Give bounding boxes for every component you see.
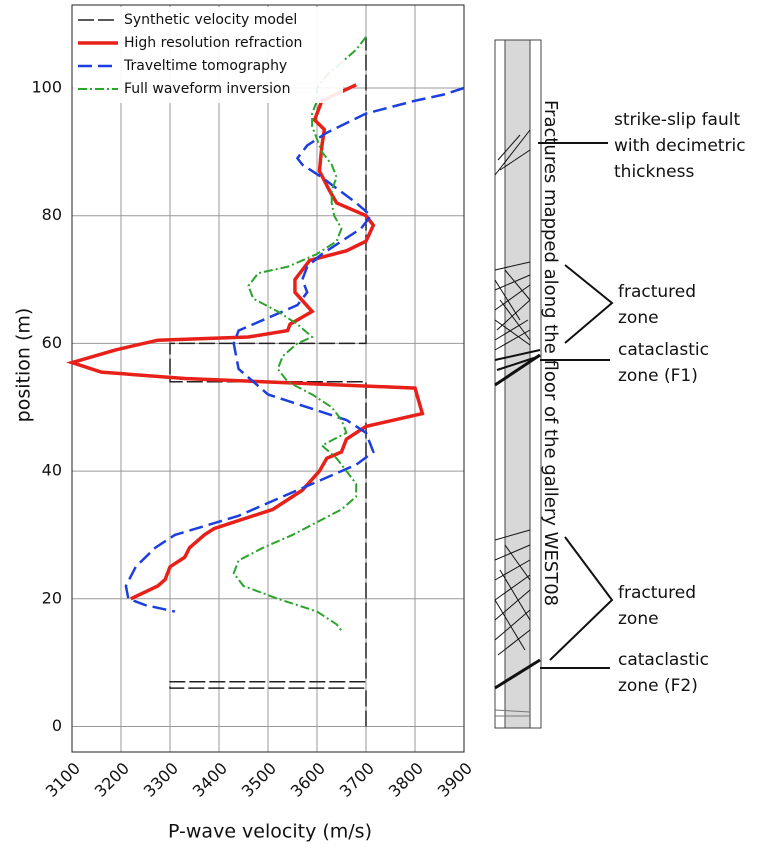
- y-tick-label: 60: [42, 333, 62, 352]
- x-tick-label: 3200: [91, 759, 133, 801]
- annotation-text: strike-slip fault: [614, 110, 740, 130]
- y-tick-label: 100: [31, 78, 62, 97]
- annotation-text: zone: [618, 609, 659, 629]
- series-line: [232, 36, 367, 632]
- legend-label: Full waveform inversion: [124, 81, 290, 97]
- series-line: [124, 86, 465, 613]
- y-axis-label: position (m): [13, 308, 35, 423]
- x-tick-label: 3700: [336, 759, 378, 801]
- annotation-text: zone (F2): [618, 676, 698, 696]
- series-line: [66, 83, 425, 601]
- x-tick-label: 3900: [434, 759, 476, 801]
- fractures: [494, 129, 541, 717]
- annotation-text: zone: [618, 308, 659, 328]
- annotation-text: with decimetric: [614, 136, 746, 156]
- annotation-text: cataclastic: [618, 650, 709, 670]
- legend-label: Synthetic velocity model: [124, 12, 297, 28]
- x-axis-label: P-wave velocity (m/s): [168, 821, 372, 843]
- annotation-text: fractured: [618, 583, 696, 603]
- y-tick-label: 20: [42, 588, 62, 607]
- log-strip: [504, 39, 531, 729]
- legend-label: Traveltime tomography: [123, 58, 287, 74]
- annotation-text: cataclastic: [618, 340, 709, 360]
- annotation-text: thickness: [614, 162, 694, 182]
- annotation-text: fractured: [618, 282, 696, 302]
- x-tick-label: 3100: [42, 759, 84, 801]
- annotations: strike-slip fault with decimetric thicknes…: [614, 110, 746, 696]
- log-title: Fractures mapped along the floor of the …: [540, 100, 561, 606]
- y-tick-label: 40: [42, 461, 62, 480]
- x-tick-label: 3600: [287, 759, 329, 801]
- x-tick-label: 3300: [140, 759, 182, 801]
- x-tick-label: 3500: [238, 759, 280, 801]
- x-tick-label: 3800: [385, 759, 427, 801]
- legend-box: [73, 7, 343, 103]
- legend-label: High resolution refraction: [124, 35, 302, 51]
- y-tick-label: 80: [42, 205, 62, 224]
- plot: 3100 3200 3300 3400 3500 3600 3700 3800 3900 0 20 4…: [31, 4, 476, 801]
- plot-frame: [71, 4, 465, 753]
- series-line: [169, 36, 367, 727]
- fracture-log: [494, 39, 542, 729]
- annotation-text: zone (F1): [618, 366, 698, 386]
- y-tick-label: 0: [52, 716, 62, 735]
- annotation-leaders: [538, 142, 614, 669]
- x-tick-label: 3400: [189, 759, 231, 801]
